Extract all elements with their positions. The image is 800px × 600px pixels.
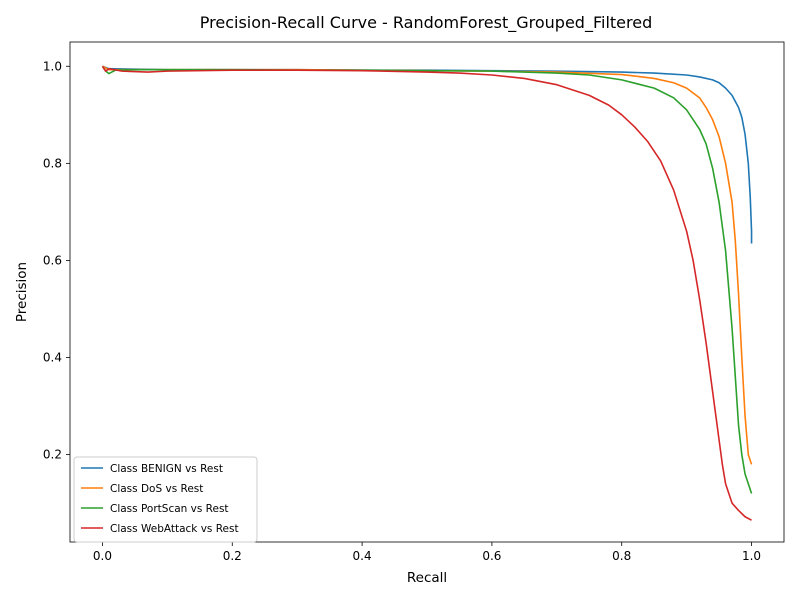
x-tick-label: 0.0: [93, 549, 112, 563]
x-tick-label: 0.8: [612, 549, 631, 563]
series-layer: [101, 65, 753, 521]
legend: Class BENIGN vs Rest Class DoS vs Rest Cla…: [73, 456, 258, 543]
axes-frame: [69, 41, 785, 543]
y-tick-label: 0.8: [43, 156, 62, 170]
y-axis-ticks: 0.2 0.4 0.6 0.8 1.0: [43, 59, 70, 462]
series-line-2: [101, 65, 753, 494]
x-tick-label: 0.6: [482, 549, 501, 563]
series-line-3: [101, 65, 752, 521]
legend-box: [73, 456, 258, 543]
x-tick-label: 0.4: [353, 549, 372, 563]
y-tick-label: 0.4: [43, 351, 62, 365]
legend-label: Class WebAttack vs Rest: [110, 523, 239, 535]
chart-title: Precision-Recall Curve - RandomForest_Gr…: [200, 13, 652, 33]
x-tick-label: 1.0: [742, 549, 761, 563]
y-tick-label: 0.6: [43, 253, 62, 267]
y-tick-label: 1.0: [43, 59, 62, 73]
legend-label: Class BENIGN vs Rest: [110, 463, 223, 475]
x-axis-label: Recall: [407, 570, 447, 586]
legend-label: Class PortScan vs Rest: [110, 503, 229, 515]
x-axis-ticks: 0.0 0.2 0.4 0.6 0.8 1.0: [93, 542, 761, 563]
y-axis-label: Precision: [14, 262, 30, 322]
y-tick-label: 0.2: [43, 448, 62, 462]
legend-label: Class DoS vs Rest: [110, 483, 203, 495]
x-tick-label: 0.2: [223, 549, 242, 563]
